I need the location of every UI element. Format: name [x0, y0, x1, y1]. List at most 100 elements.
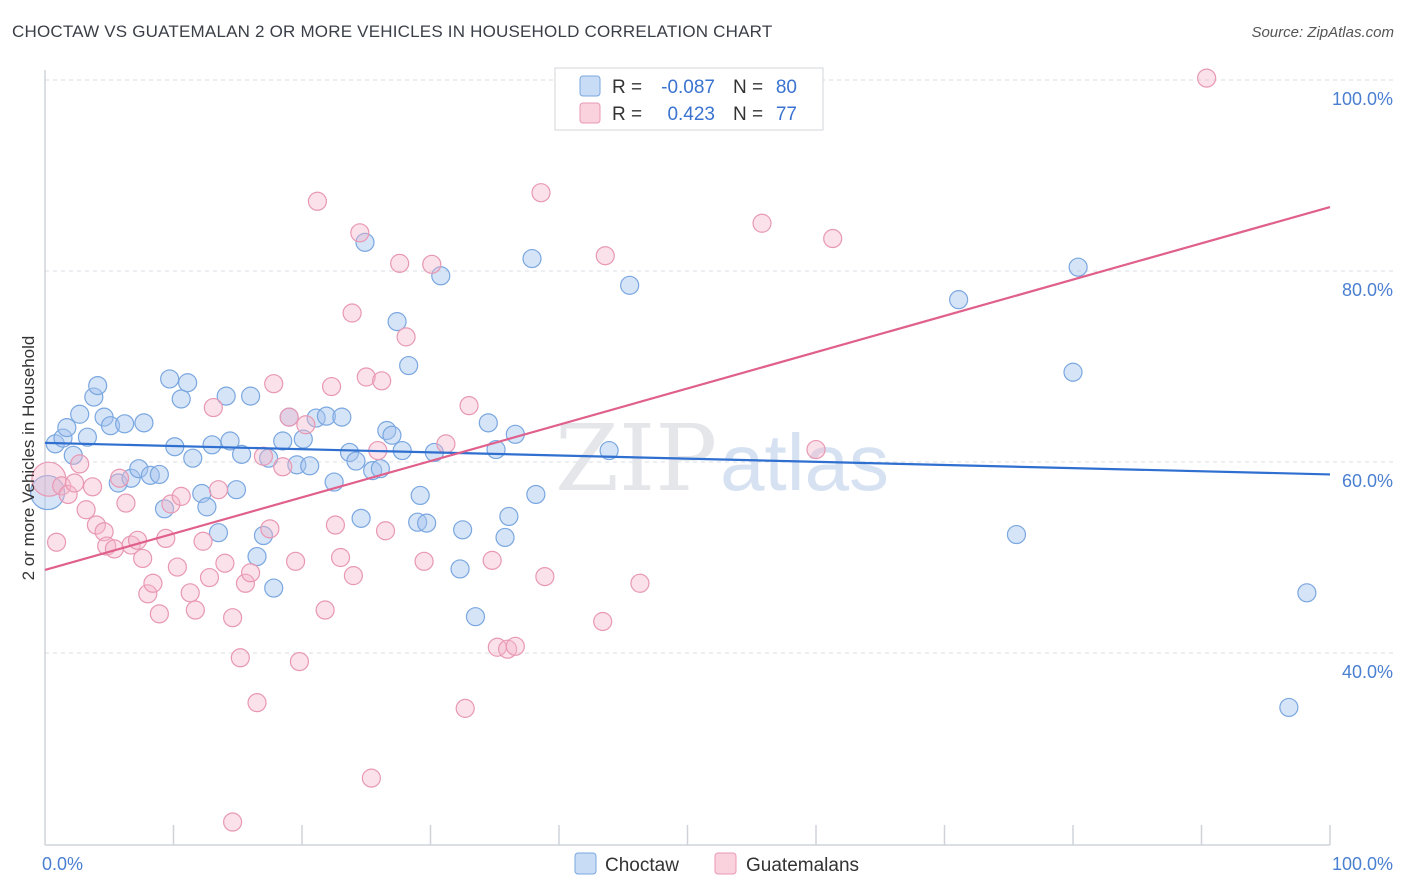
legend-r-label-2: R = [612, 104, 642, 125]
guatemalans-point-56 [375, 521, 396, 541]
x-tick-label-1: 100.0% [1332, 854, 1393, 874]
guatemalans-point-61 [436, 434, 456, 454]
choctaw-point-31 [232, 444, 252, 464]
choctaw-point-33 [247, 546, 267, 567]
choctaw-point-21 [171, 389, 191, 409]
guatemalans-point-36 [253, 446, 274, 466]
choctaw-point-77 [1068, 257, 1088, 277]
guatemalans-point-23 [171, 486, 191, 506]
guatemalans-point-38 [264, 374, 284, 394]
y-axis-label: 2 or more Vehicles in Household [19, 336, 38, 581]
guatemalans-point-29 [208, 480, 229, 500]
choctaw-point-28 [216, 386, 236, 406]
choctaw-point-27 [208, 523, 229, 543]
guatemalans-point-6 [76, 500, 96, 520]
guatemalans-point-30 [215, 553, 235, 573]
guatemalans-point-43 [296, 415, 316, 435]
choctaw-point-40 [293, 429, 313, 449]
chart-title: CHOCTAW VS GUATEMALAN 2 OR MORE VEHICLES… [12, 22, 773, 41]
choctaw-point-78 [1297, 583, 1317, 603]
choctaw-point-30 [226, 480, 247, 500]
choctaw-point-29 [220, 431, 240, 451]
guatemalans-point-59 [414, 551, 434, 571]
x-tick-labels: 0.0% 100.0% [42, 854, 1393, 874]
choctaw-point-53 [382, 425, 402, 445]
guatemalans-point-32 [230, 648, 250, 668]
guatemalans-point-27 [199, 567, 220, 588]
choctaw-point-54 [387, 312, 407, 332]
choctaw-point-6 [77, 427, 98, 447]
guatemalans-point-73 [752, 213, 772, 233]
choctaw-point-76 [1063, 362, 1083, 382]
legend-n-label-2: N = [733, 104, 763, 125]
series-legend: Choctaw Guatemalans [574, 852, 859, 876]
guatemalans-point-70 [593, 611, 613, 632]
guatemalans-point-22 [167, 557, 187, 577]
guatemalans-point-49 [342, 303, 362, 323]
x-tick-label-0: 0.0% [42, 854, 83, 874]
choctaw-point-43 [316, 406, 337, 426]
legend-n-value-1: 80 [776, 77, 797, 98]
choctaw-point-17 [149, 464, 169, 485]
guatemalans-point-21 [161, 494, 181, 514]
choctaw-point-10 [100, 416, 121, 436]
series-legend-swatch-guatemalans [714, 852, 737, 875]
choctaw-point-45 [332, 407, 352, 427]
choctaw-point-22 [178, 373, 198, 393]
guatemalans-point-66 [498, 639, 518, 659]
guatemalans-point-5 [70, 454, 90, 474]
legend-n-label-1: N = [733, 77, 763, 98]
choctaw-point-23 [183, 448, 203, 468]
guatemalans-point-39 [273, 457, 293, 477]
choctaw-point-25 [197, 497, 217, 517]
guatemalans-point-8 [86, 515, 107, 535]
guatemalans-point-76 [1197, 68, 1217, 88]
choctaw-point-26 [202, 435, 222, 455]
guatemalans-point-4 [64, 473, 85, 493]
guatemalans-point-42 [289, 651, 310, 672]
guatemalans-point-52 [356, 367, 376, 387]
guatemalans-point-62 [455, 698, 475, 718]
guatemalans-point-44 [307, 191, 328, 211]
choctaw-point-7 [84, 387, 104, 407]
choctaw-point-14 [129, 459, 149, 479]
guatemalans-point-3 [58, 484, 78, 505]
guatemalans-point-37 [260, 519, 280, 539]
y-tick-label-2: 80.0% [1342, 280, 1393, 300]
guatemalans-point-48 [330, 547, 351, 568]
guatemalans-point-34 [241, 563, 261, 583]
choctaw-point-12 [115, 414, 135, 434]
choctaw-point-49 [355, 232, 375, 252]
choctaw-point-71 [526, 484, 546, 505]
choctaw-point-74 [949, 290, 969, 310]
guatemalans-point-31 [223, 608, 243, 628]
choctaw-point-70 [522, 248, 542, 269]
guatemalans-point-72 [630, 573, 650, 593]
guatemalans-point-75 [823, 228, 843, 249]
choctaw-point-3 [57, 418, 77, 438]
guatemalans-point-19 [149, 604, 169, 624]
chart-source: Source: ZipAtlas.com [1251, 24, 1394, 41]
choctaw-point-67 [495, 527, 515, 548]
guatemalans-point-77 [223, 812, 243, 832]
choctaw-point-32 [241, 386, 261, 406]
choctaw-point-64 [465, 607, 486, 627]
choctaw-point-36 [264, 578, 284, 598]
axes [44, 70, 1331, 846]
guatemalans-point-9 [94, 522, 114, 542]
choctaw-point-37 [273, 431, 293, 451]
guatemalans-point-12 [109, 468, 130, 488]
guatemalans-point-7 [82, 477, 103, 497]
choctaw-point-8 [88, 376, 108, 396]
guatemalans-point-40 [279, 407, 299, 427]
choctaw-point-48 [351, 508, 371, 528]
guatemalans-point-69 [535, 566, 555, 587]
guatemalans-point-63 [459, 396, 479, 416]
guatemalans-point-28 [203, 397, 223, 418]
choctaw-point-72 [599, 440, 619, 461]
y-tick-labels: 40.0% 60.0% 80.0% 100.0% [1332, 89, 1393, 682]
y-tick-label-1: 60.0% [1342, 471, 1393, 491]
choctaw-point-41 [300, 456, 320, 476]
choctaw-point-13 [121, 468, 141, 488]
